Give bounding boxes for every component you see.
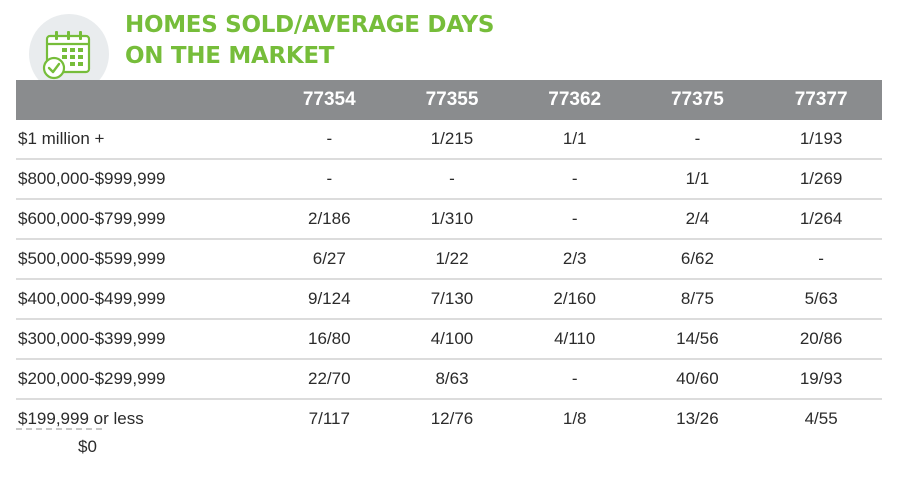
table-row: $300,000-$399,999 16/80 4/100 4/110 14/56 20/… xyxy=(16,320,882,360)
sales-cell: 1/269 xyxy=(799,169,843,188)
sales-cell: 2/3 xyxy=(562,249,587,268)
table-row: $1 million + - 1/215 1/1 - 1/193 xyxy=(16,120,882,160)
table-row: $400,000-$499,999 9/124 7/130 2/160 8/75 5/63 xyxy=(16,280,882,320)
sales-cell: 9/124 xyxy=(308,289,351,308)
sales-cell: 2/186 xyxy=(308,209,351,228)
sales-cell: 4/110 xyxy=(554,329,596,348)
table-row: $199,999 or less 7/117 12/76 1/8 13/26 4/55 xyxy=(16,400,882,438)
sales-cell: - xyxy=(449,169,455,188)
sales-cell: - xyxy=(571,169,578,188)
dashed-divider xyxy=(16,428,102,430)
sales-cell: 13/26 xyxy=(676,409,719,428)
price-range-cell: $1 million + xyxy=(18,129,105,148)
sales-cell: - xyxy=(571,209,578,228)
table-body: $1 million + - 1/215 1/1 - 1/193 $800,000-$999… xyxy=(16,120,882,438)
sales-cell: 1/1 xyxy=(562,129,587,148)
price-range-cell: $800,000-$999,999 xyxy=(18,169,166,188)
header-cell-77354: 77354 xyxy=(302,89,356,110)
sales-cell: 22/70 xyxy=(308,369,351,388)
sales-cell: 1/215 xyxy=(430,129,474,148)
header-cell-77375: 77375 xyxy=(670,89,724,110)
sales-cell: 1/193 xyxy=(799,129,843,148)
table-row: $500,000-$599,999 6/27 1/22 2/3 6/62 - xyxy=(16,240,882,280)
price-range-cell: $199,999 or less xyxy=(18,409,144,428)
sales-cell: - xyxy=(694,129,701,148)
header-cell-77377: 77377 xyxy=(794,89,848,110)
homes-sold-table: 77354 77355 77362 77375 77377 $1 million… xyxy=(16,80,882,438)
sales-cell: 7/130 xyxy=(430,289,474,308)
calendar-check-icon xyxy=(42,31,91,80)
sales-cell: 1/310 xyxy=(430,209,474,228)
sales-cell: 6/27 xyxy=(312,249,346,268)
sales-cell: 4/100 xyxy=(430,329,474,348)
price-range-cell: $300,000-$399,999 xyxy=(18,329,166,348)
sales-cell: 14/56 xyxy=(676,329,719,348)
price-range-cell: $500,000-$599,999 xyxy=(18,249,166,268)
header-cell-77355: 77355 xyxy=(425,89,479,110)
price-range-cell: $600,000-$799,999 xyxy=(18,209,166,228)
sales-cell: - xyxy=(818,249,824,268)
title-line-2: ON THE MARKET xyxy=(125,43,335,69)
sales-cell: 19/93 xyxy=(799,369,843,388)
page-title: HOMES SOLD/AVERAGE DAYS ON THE MARKET xyxy=(125,10,494,72)
sales-cell: - xyxy=(326,169,333,188)
sales-cell: - xyxy=(571,369,578,388)
sales-cell: 4/55 xyxy=(804,409,838,428)
sales-cell: 16/80 xyxy=(308,329,351,348)
sales-cell: 5/63 xyxy=(804,289,838,308)
sales-cell: - xyxy=(326,129,333,148)
footer-value: $0 xyxy=(78,437,97,456)
sales-cell: 40/60 xyxy=(676,369,719,388)
sales-cell: 1/22 xyxy=(435,249,469,268)
table-row: $800,000-$999,999 - - - 1/1 1/269 xyxy=(16,160,882,200)
sales-cell: 2/4 xyxy=(685,209,710,228)
sales-cell: 2/160 xyxy=(553,289,596,308)
table-header: 77354 77355 77362 77375 77377 xyxy=(16,80,882,120)
table-row: $600,000-$799,999 2/186 1/310 - 2/4 1/264 xyxy=(16,200,882,240)
header-cell-77362: 77362 xyxy=(548,89,602,110)
sales-cell: 1/8 xyxy=(562,409,587,428)
sales-cell: 7/117 xyxy=(308,409,350,428)
price-range-cell: $400,000-$499,999 xyxy=(18,289,166,308)
sales-cell: 6/62 xyxy=(680,249,714,268)
sales-cell: 12/76 xyxy=(430,409,474,428)
table-row: $200,000-$299,999 22/70 8/63 - 40/60 19/93 xyxy=(16,360,882,400)
sales-cell: 1/264 xyxy=(799,209,843,228)
sales-cell: 1/1 xyxy=(685,169,710,188)
sales-cell: 8/75 xyxy=(680,289,714,308)
title-line-1: HOMES SOLD/AVERAGE DAYS xyxy=(125,12,495,38)
sales-cell: 8/63 xyxy=(435,369,469,388)
sales-cell: 20/86 xyxy=(799,329,843,348)
price-range-cell: $200,000-$299,999 xyxy=(18,369,166,388)
